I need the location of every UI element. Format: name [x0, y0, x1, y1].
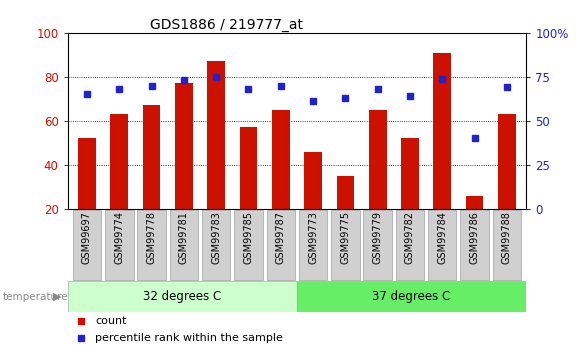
Text: GSM99779: GSM99779 [373, 211, 383, 264]
FancyBboxPatch shape [396, 210, 424, 280]
Text: GSM99778: GSM99778 [146, 211, 156, 264]
Bar [272, 110, 290, 253]
Text: 37 degrees C: 37 degrees C [372, 290, 451, 303]
Bar [111, 114, 128, 253]
Text: GSM99787: GSM99787 [276, 211, 286, 264]
FancyBboxPatch shape [428, 210, 456, 280]
FancyBboxPatch shape [266, 210, 295, 280]
Text: GSM99774: GSM99774 [114, 211, 124, 264]
Text: ▶: ▶ [54, 292, 62, 302]
FancyBboxPatch shape [297, 281, 526, 312]
Text: count: count [95, 316, 126, 326]
FancyBboxPatch shape [68, 281, 297, 312]
FancyBboxPatch shape [331, 210, 360, 280]
Bar [466, 196, 483, 253]
FancyBboxPatch shape [105, 210, 133, 280]
FancyBboxPatch shape [493, 210, 521, 280]
Bar [369, 110, 386, 253]
Text: GSM99775: GSM99775 [340, 211, 350, 264]
Text: temperature: temperature [3, 292, 69, 302]
Bar [336, 176, 354, 253]
Text: GSM99785: GSM99785 [243, 211, 253, 264]
Bar [78, 138, 96, 253]
Text: 32 degrees C: 32 degrees C [143, 290, 222, 303]
Bar [401, 138, 419, 253]
FancyBboxPatch shape [170, 210, 198, 280]
FancyBboxPatch shape [202, 210, 230, 280]
FancyBboxPatch shape [138, 210, 166, 280]
Text: GSM99773: GSM99773 [308, 211, 318, 264]
FancyBboxPatch shape [234, 210, 263, 280]
Text: GSM99788: GSM99788 [502, 211, 512, 264]
Text: percentile rank within the sample: percentile rank within the sample [95, 333, 283, 343]
Text: GSM99784: GSM99784 [437, 211, 447, 264]
FancyBboxPatch shape [299, 210, 328, 280]
FancyBboxPatch shape [460, 210, 489, 280]
Bar [175, 83, 193, 253]
Text: GSM99786: GSM99786 [470, 211, 480, 264]
Text: GSM99781: GSM99781 [179, 211, 189, 264]
Bar [143, 105, 161, 253]
Text: GSM99782: GSM99782 [405, 211, 415, 264]
Text: GDS1886 / 219777_at: GDS1886 / 219777_at [150, 18, 303, 32]
FancyBboxPatch shape [363, 210, 392, 280]
Bar [240, 127, 258, 253]
Text: GSM99697: GSM99697 [82, 211, 92, 264]
Bar [433, 52, 451, 253]
Bar [208, 61, 225, 253]
FancyBboxPatch shape [73, 210, 101, 280]
Text: GSM99783: GSM99783 [211, 211, 221, 264]
Bar [498, 114, 516, 253]
Bar [304, 151, 322, 253]
